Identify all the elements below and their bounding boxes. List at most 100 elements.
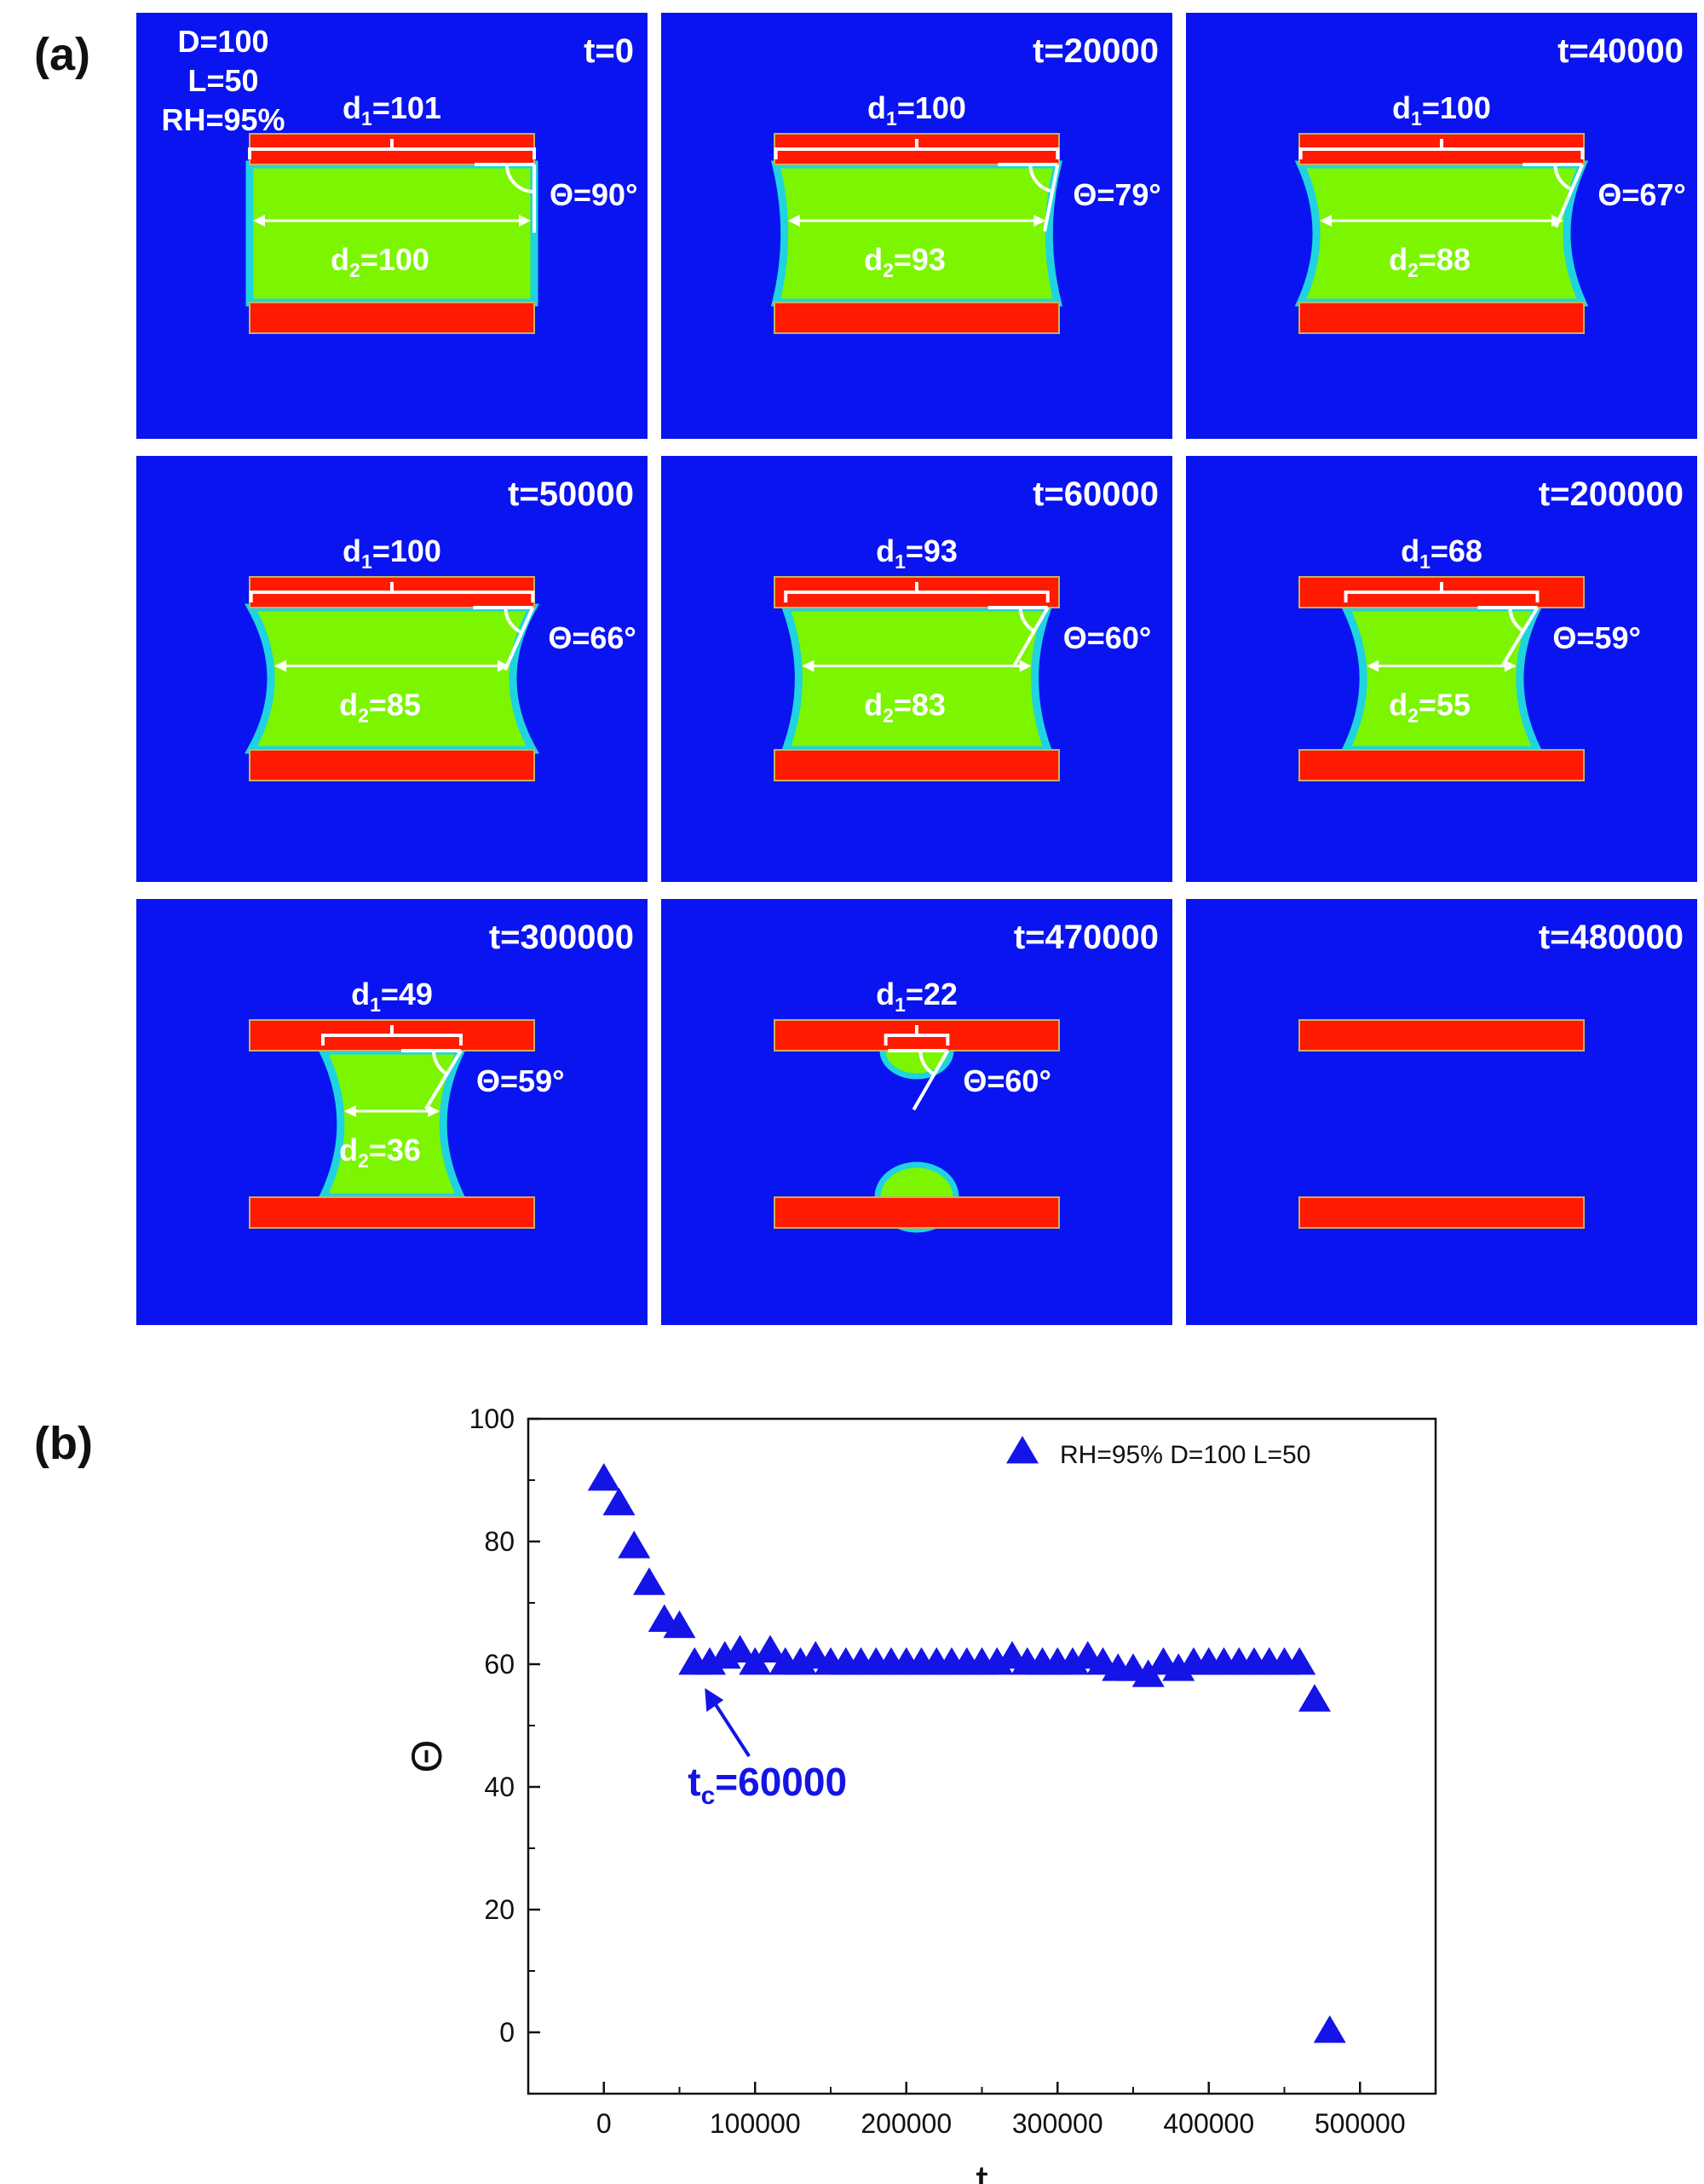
d2-label: d2=85 — [339, 688, 421, 727]
d1-label: d1=100 — [343, 533, 441, 573]
d1-bracket — [320, 1025, 463, 1046]
snapshot-panel: t=50000 d1=100 Θ=66° d2=85 — [136, 456, 648, 882]
y-tick-label: 100 — [469, 1403, 515, 1434]
annotation-arrow — [708, 1694, 751, 1758]
data-point — [1313, 2015, 1346, 2043]
x-tick-label: 0 — [596, 2108, 612, 2139]
time-label: t=470000 — [1014, 919, 1159, 956]
y-tick-label: 0 — [499, 2017, 515, 2048]
liquid-bridge — [770, 160, 1063, 307]
y-axis-label: Θ — [403, 1740, 451, 1773]
theta-label: Θ=59° — [1552, 620, 1640, 655]
theta-label: Θ=60° — [1063, 620, 1151, 655]
time-label: t=480000 — [1539, 919, 1684, 956]
d1-bracket — [248, 139, 536, 159]
theta-label: Θ=59° — [476, 1063, 564, 1098]
angle-arc — [504, 607, 523, 635]
time-label: t=20000 — [1033, 32, 1159, 70]
y-tick-label: 60 — [484, 1649, 515, 1680]
d1-bracket — [784, 582, 1050, 602]
time-label: t=300000 — [489, 919, 634, 956]
d1-label: d1=22 — [876, 977, 958, 1016]
time-label: t=200000 — [1539, 475, 1684, 513]
angle-arc — [1553, 164, 1573, 192]
snapshot-grid: t=0 d1=101 Θ=90° d2=100 D=100 L=50 RH=95% t=200… — [136, 13, 1697, 1325]
d1-label: d1=100 — [1392, 90, 1491, 130]
bottom-plate — [249, 1196, 535, 1229]
d1-label: d1=93 — [876, 533, 958, 573]
snapshot-panel: t=480000 — [1186, 899, 1697, 1325]
y-tick-label: 40 — [484, 1772, 515, 1802]
d1-bracket — [884, 1025, 950, 1046]
liquid-bridge — [1339, 603, 1544, 754]
snapshot-panel: t=200000 d1=68 Θ=59° d2=55 — [1186, 456, 1697, 882]
data-point — [663, 1610, 696, 1639]
angle-arc — [918, 1050, 935, 1076]
liquid-bridge — [244, 603, 540, 754]
x-tick-label: 200000 — [861, 2108, 952, 2139]
panel-a-label: (a) — [34, 29, 90, 80]
data-point — [1298, 1684, 1331, 1712]
time-label: t=0 — [584, 32, 634, 70]
x-tick-label: 400000 — [1163, 2108, 1254, 2139]
legend-marker — [1006, 1436, 1039, 1464]
d2-label: d2=100 — [331, 242, 429, 281]
d1-label: d1=101 — [343, 90, 441, 130]
tangent-line — [424, 1049, 463, 1110]
d1-label: d1=49 — [351, 977, 433, 1016]
snapshot-panel: t=20000 d1=100 Θ=79° d2=93 — [661, 13, 1172, 439]
angle-arc — [1028, 164, 1053, 193]
param-label: D=100 — [177, 24, 268, 59]
d2-label: d2=88 — [1389, 242, 1471, 281]
vapor-domain — [1186, 899, 1697, 1325]
liquid-bridge — [316, 1046, 468, 1201]
vapor-domain — [661, 899, 1172, 1325]
data-point — [754, 1634, 786, 1662]
tangent-line — [1043, 164, 1060, 232]
bottom-plate — [774, 302, 1060, 334]
angle-arc — [505, 164, 535, 193]
d1-bracket — [249, 582, 535, 602]
tangent-line — [1500, 606, 1540, 667]
angle-arc — [1018, 607, 1035, 633]
bottom-plate — [1298, 1196, 1585, 1229]
snapshot-panel: t=60000 d1=93 Θ=60° d2=83 — [661, 456, 1172, 882]
snapshot-panel: t=470000 d1=22 Θ=60° — [661, 899, 1172, 1325]
x-tick-label: 100000 — [710, 2108, 801, 2139]
annotation-arrowhead — [705, 1688, 724, 1712]
d2-label: d2=93 — [864, 242, 946, 281]
top-plate — [1298, 1019, 1585, 1052]
d1-label: d1=100 — [867, 90, 966, 130]
data-point — [618, 1530, 651, 1559]
d1-label: d1=68 — [1401, 533, 1482, 573]
d2-arrowheads — [343, 1105, 440, 1117]
y-tick-label: 20 — [484, 1894, 515, 1925]
bottom-plate — [1298, 302, 1585, 334]
tangent-line — [912, 1049, 950, 1111]
angle-arc — [1508, 607, 1525, 633]
contact-angle-chart: 0 100000 200000 300000 400000 500000 0 20 40 60 80… — [403, 1403, 1437, 2184]
bottom-plate — [774, 749, 1060, 781]
data-point — [602, 1487, 636, 1516]
x-tick-label: 300000 — [1012, 2108, 1103, 2139]
bottom-plate — [249, 302, 535, 334]
d2-label: d2=83 — [864, 688, 946, 727]
d2-label: d2=55 — [1389, 688, 1471, 727]
data-point — [1283, 1647, 1316, 1675]
liquid-bridge — [780, 603, 1054, 754]
d1-bracket — [1298, 139, 1585, 159]
panel-b-label: (b) — [34, 1418, 93, 1469]
liquid-bridge — [1294, 160, 1589, 307]
bottom-plate — [249, 749, 535, 781]
data-point — [723, 1634, 757, 1662]
d1-bracket — [774, 139, 1060, 159]
theta-label: Θ=90° — [550, 177, 637, 212]
snapshot-panel: t=300000 d1=49 Θ=59° d2=36 — [136, 899, 648, 1325]
tangent-line — [1012, 606, 1050, 668]
theta-label: Θ=66° — [548, 620, 636, 655]
bottom-plate — [774, 1196, 1060, 1229]
theta-label: Θ=79° — [1073, 177, 1160, 212]
y-tick-label: 80 — [484, 1526, 515, 1557]
data-point — [587, 1463, 620, 1491]
